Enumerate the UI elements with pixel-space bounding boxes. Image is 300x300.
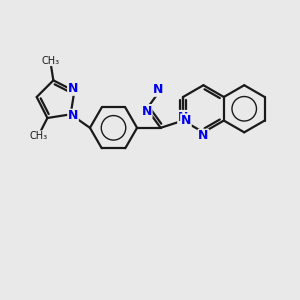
Text: N: N <box>198 129 208 142</box>
Text: N: N <box>152 83 163 96</box>
Text: CH₃: CH₃ <box>41 56 59 66</box>
Text: CH₃: CH₃ <box>29 131 47 141</box>
Text: N: N <box>181 114 191 127</box>
Text: N: N <box>178 110 188 124</box>
Text: N: N <box>68 82 78 95</box>
Text: N: N <box>142 105 152 118</box>
Text: N: N <box>68 109 78 122</box>
